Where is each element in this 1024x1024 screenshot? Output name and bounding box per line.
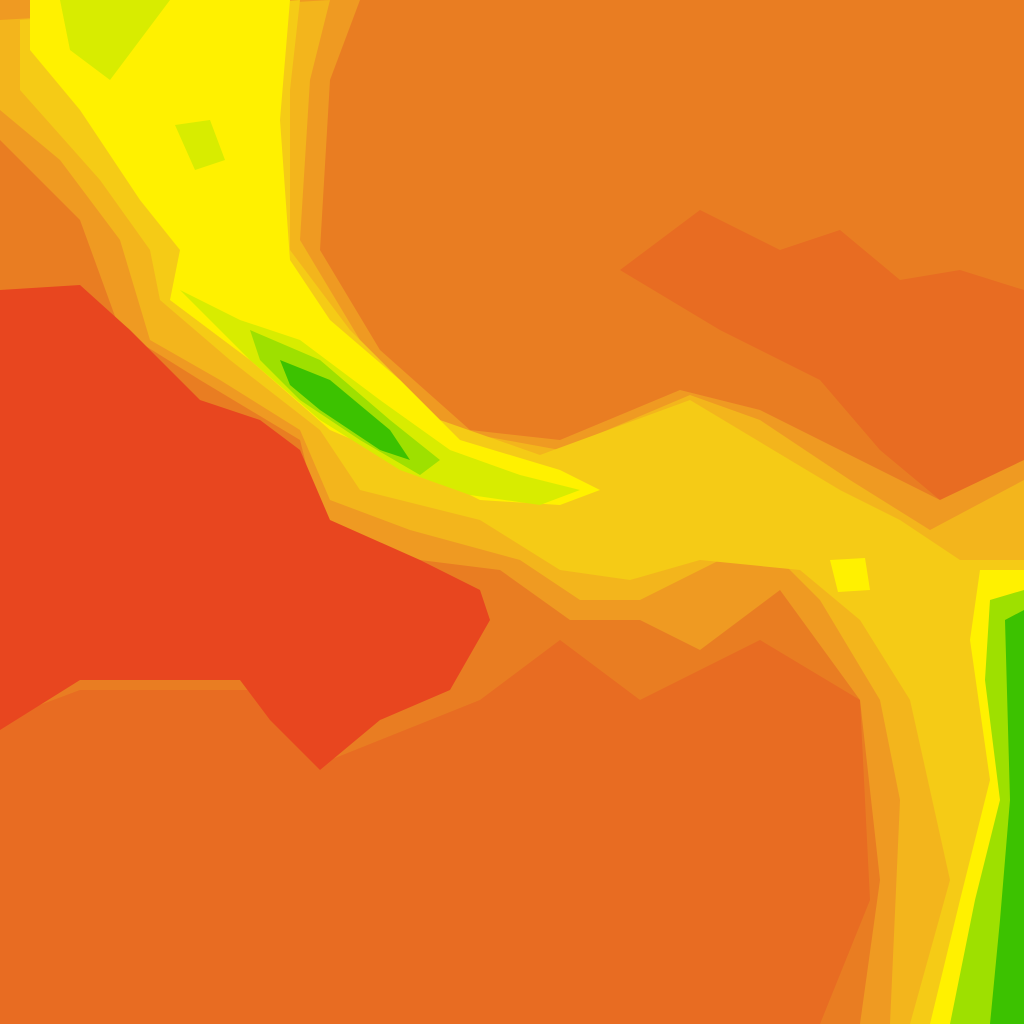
green-core-ridge [280,360,410,460]
dark-orange-region-east [620,210,1024,500]
yellow-green-patch-nw [60,0,170,80]
yellow-band [30,0,600,505]
red-region [0,285,490,770]
green-region-east [990,610,1024,1024]
yellow-patch-south [830,558,870,592]
yellow-green-patch [175,120,225,170]
dark-orange-region-south [0,640,870,1024]
